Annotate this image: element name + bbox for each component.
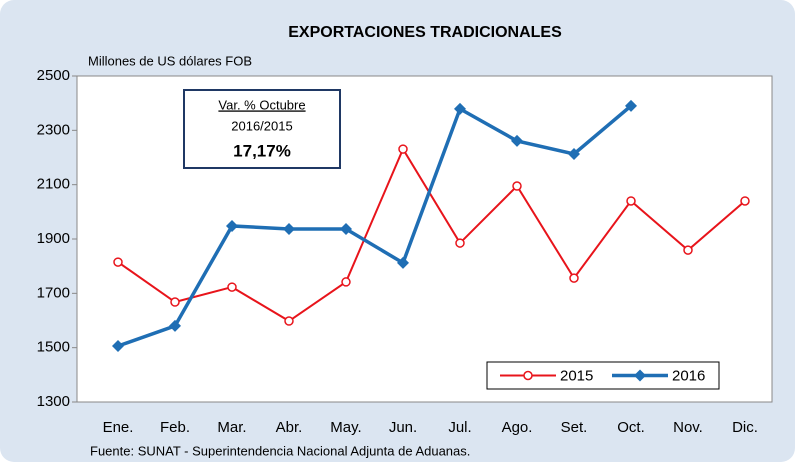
source-note: Fuente: SUNAT - Superintendencia Naciona… bbox=[90, 443, 470, 458]
point bbox=[398, 144, 408, 154]
x-tick-label: Abr. bbox=[276, 419, 303, 436]
point bbox=[112, 340, 124, 353]
point bbox=[283, 222, 295, 235]
point bbox=[683, 245, 693, 255]
y-tick-label: 2500 bbox=[37, 67, 70, 84]
point bbox=[523, 370, 533, 381]
point bbox=[634, 369, 646, 382]
legend-label: 2016 bbox=[672, 367, 705, 384]
series-line bbox=[117, 104, 633, 348]
point bbox=[341, 277, 351, 287]
point bbox=[626, 196, 636, 206]
y-tick-label: 1900 bbox=[37, 230, 70, 247]
point bbox=[455, 238, 465, 248]
point bbox=[512, 181, 522, 191]
annotation-box bbox=[183, 89, 341, 169]
point bbox=[569, 273, 579, 283]
point bbox=[625, 99, 637, 112]
x-tick-label: Ene. bbox=[103, 419, 134, 436]
x-tick-label: Jun. bbox=[389, 419, 417, 436]
x-tick-label: Ago. bbox=[502, 419, 533, 436]
point bbox=[226, 219, 238, 232]
point bbox=[511, 134, 523, 147]
annotation-title: Var. % Octubre bbox=[218, 97, 305, 112]
y-tick-label: 1700 bbox=[37, 284, 70, 301]
point bbox=[740, 196, 750, 206]
legend-label: 2015 bbox=[560, 367, 593, 384]
x-tick-label: Feb. bbox=[160, 419, 190, 436]
y-axis-label: Millones de US dólares FOB bbox=[88, 53, 252, 68]
point bbox=[284, 316, 294, 326]
x-tick-label: Mar. bbox=[217, 419, 246, 436]
x-tick-label: Jul. bbox=[448, 419, 471, 436]
chart-title: EXPORTACIONES TRADICIONALES bbox=[288, 24, 562, 41]
y-tick-label: 2100 bbox=[37, 176, 70, 193]
point bbox=[169, 319, 181, 332]
point bbox=[227, 282, 237, 292]
x-tick-label: May. bbox=[330, 419, 361, 436]
series-line bbox=[117, 146, 746, 323]
point bbox=[568, 147, 580, 160]
annotation-period: 2016/2015 bbox=[231, 118, 292, 133]
y-tick-label: 1300 bbox=[37, 393, 70, 410]
y-tick-label: 1500 bbox=[37, 339, 70, 356]
point bbox=[454, 102, 466, 115]
plot-area bbox=[76, 75, 773, 403]
x-tick-label: Set. bbox=[561, 419, 588, 436]
point bbox=[170, 297, 180, 307]
x-tick-label: Dic. bbox=[732, 419, 758, 436]
point bbox=[113, 257, 123, 267]
point bbox=[340, 222, 352, 235]
x-tick-label: Oct. bbox=[617, 419, 645, 436]
point bbox=[397, 256, 409, 269]
x-tick-label: Nov. bbox=[673, 419, 703, 436]
y-tick-label: 2300 bbox=[37, 121, 70, 138]
annotation-value: 17,17% bbox=[233, 141, 291, 160]
